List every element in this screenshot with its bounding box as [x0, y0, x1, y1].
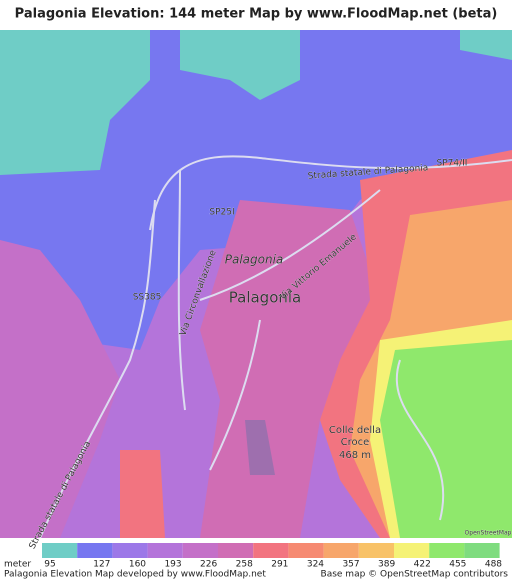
footer-left: Palagonia Elevation Map developed by www… — [4, 570, 266, 580]
legend-swatch — [112, 543, 148, 558]
legend-value: 357 — [342, 560, 359, 570]
legend-value: 258 — [236, 560, 253, 570]
zone-blue — [0, 30, 512, 350]
legend-swatch — [288, 543, 324, 558]
zone-pink — [0, 240, 120, 538]
road — [199, 189, 381, 301]
legend-value: 95 — [44, 560, 55, 570]
legend-value: 324 — [307, 560, 324, 570]
zone-red — [120, 450, 165, 538]
legend-value: 226 — [200, 560, 217, 570]
road — [395, 359, 445, 521]
legend: meter 95 127 160 193 226 258 291 324 357 389 422 455… — [4, 543, 502, 570]
legend-value: 488 — [485, 560, 502, 570]
road — [39, 199, 156, 539]
legend-swatch — [358, 543, 394, 558]
legend-value: 422 — [414, 560, 431, 570]
legend-swatch — [218, 543, 254, 558]
zone-teal2 — [180, 30, 300, 100]
legend-swatch — [464, 543, 500, 558]
road — [209, 319, 261, 471]
legend-swatch — [253, 543, 289, 558]
legend-swatch — [429, 543, 465, 558]
legend-unit: meter — [4, 560, 31, 570]
roads — [39, 155, 512, 539]
legend-swatch — [182, 543, 218, 558]
legend-swatch — [147, 543, 183, 558]
map-label: SS385 — [133, 293, 162, 303]
quarry — [245, 420, 275, 475]
legend-value: 193 — [164, 560, 181, 570]
map-label: 468 m — [339, 450, 371, 461]
map-label: SP25I — [209, 208, 234, 218]
legend-swatch — [394, 543, 430, 558]
map — [0, 30, 512, 539]
title: Palagonia Elevation: 144 meter Map by ww… — [15, 7, 498, 22]
legend-swatch — [42, 543, 78, 558]
map-label: Palagonia — [225, 253, 284, 267]
legend-value: 160 — [129, 560, 146, 570]
footer-right: Base map © OpenStreetMap contributors — [321, 570, 509, 580]
road — [149, 155, 512, 231]
legend-value: 455 — [449, 560, 466, 570]
map-label: SP74/II — [437, 159, 468, 169]
map-label: OpenStreetMap — [465, 530, 512, 537]
road — [177, 169, 186, 411]
legend-swatch — [323, 543, 359, 558]
map-label: Croce — [341, 437, 370, 448]
zone-teal — [0, 30, 150, 175]
zone-teal3 — [460, 30, 512, 60]
legend-value: 389 — [378, 560, 395, 570]
map-label: Palagonia — [229, 289, 302, 307]
legend-swatch — [77, 543, 113, 558]
legend-value: 127 — [93, 560, 110, 570]
zone-rose — [200, 200, 380, 538]
map-label: Colle della — [329, 425, 381, 436]
legend-value: 291 — [271, 560, 288, 570]
zone-green — [380, 340, 512, 538]
